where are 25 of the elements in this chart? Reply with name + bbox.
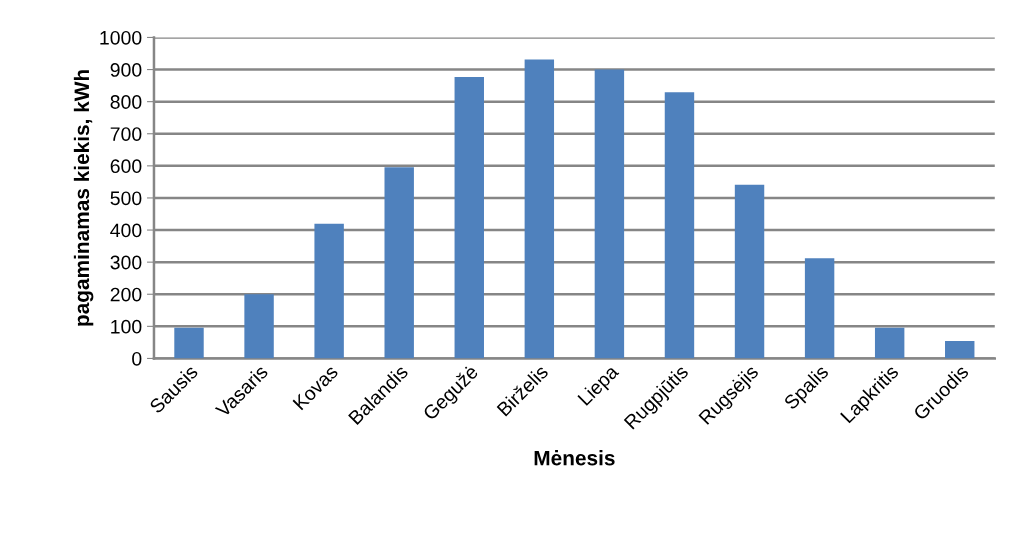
y-axis-title: pagaminamas kiekis, kWh xyxy=(73,70,94,326)
y-tick-label: 900 xyxy=(110,63,142,77)
y-tick-label: 100 xyxy=(111,319,142,334)
y-tick-label: 400 xyxy=(110,223,142,238)
y-tick-label: 700 xyxy=(110,127,142,141)
bar xyxy=(524,59,555,359)
y-tick-label: 300 xyxy=(110,255,142,270)
bar xyxy=(244,294,274,359)
bar xyxy=(804,258,835,359)
bar xyxy=(945,341,975,359)
x-axis-title: Mėnesis xyxy=(534,450,615,466)
bar xyxy=(874,327,905,359)
y-tick-label: 1000 xyxy=(100,30,142,45)
y-tick-label: 500 xyxy=(110,191,142,206)
bar xyxy=(594,69,625,359)
bar xyxy=(664,92,695,359)
y-tick-label: 0 xyxy=(132,351,142,366)
bar xyxy=(384,167,414,359)
bar xyxy=(314,223,344,359)
y-tick-label: 600 xyxy=(110,159,142,174)
y-tick-label: 800 xyxy=(110,95,142,109)
bar xyxy=(174,327,204,359)
bar xyxy=(454,76,484,359)
y-tick-label: 200 xyxy=(110,287,142,302)
bar xyxy=(734,184,765,359)
